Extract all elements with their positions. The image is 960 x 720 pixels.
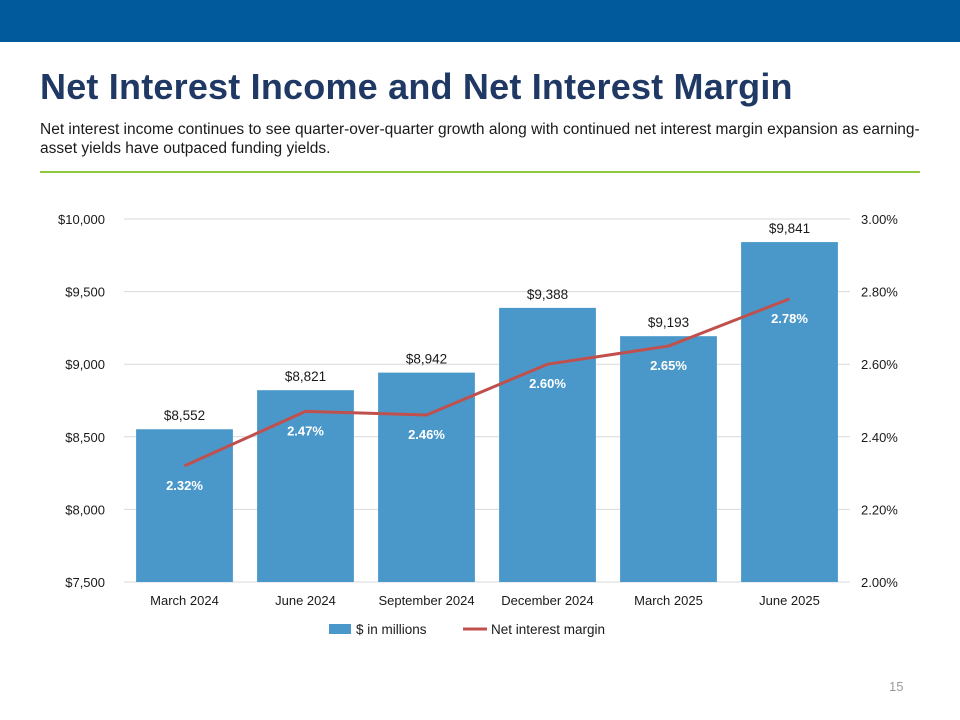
- line-data-label: 2.60%: [529, 376, 566, 391]
- bar-data-label: $8,821: [285, 369, 326, 384]
- line-data-label: 2.78%: [771, 311, 808, 326]
- bar-data-label: $8,552: [164, 408, 205, 423]
- y-left-tick-label: $8,000: [65, 502, 105, 517]
- legend-label-line: Net interest margin: [491, 622, 605, 637]
- y-left-tick-label: $7,500: [65, 575, 105, 590]
- y-right-tick-label: 3.00%: [861, 212, 898, 227]
- y-right-tick-label: 2.20%: [861, 502, 898, 517]
- y-left-tick-label: $10,000: [58, 212, 105, 227]
- bar-data-label: $9,388: [527, 287, 568, 302]
- line-data-label: 2.65%: [650, 358, 687, 373]
- y-left-tick-label: $8,500: [65, 430, 105, 445]
- x-tick-label: March 2024: [150, 593, 219, 608]
- y-right-tick-label: 2.80%: [861, 285, 898, 300]
- x-tick-label: June 2024: [275, 593, 336, 608]
- y-left-tick-label: $9,500: [65, 285, 105, 300]
- header-bar: [0, 0, 960, 42]
- bar-data-label: $9,841: [769, 221, 810, 236]
- nii-nim-chart: $7,500 $8,000 $8,500 $9,000 $9,500 $10,000 2.0…: [58, 212, 898, 637]
- nim-line: [183, 297, 791, 468]
- bar-data-label: $9,193: [648, 315, 689, 330]
- slide-subtitle: Net interest income continues to see qua…: [40, 121, 920, 157]
- x-tick-label: June 2025: [759, 593, 820, 608]
- x-tick-label: September 2024: [378, 593, 474, 608]
- bar: [741, 242, 838, 582]
- bar: [378, 372, 475, 582]
- x-tick-label: December 2024: [501, 593, 594, 608]
- y-right-tick-label: 2.00%: [861, 575, 898, 590]
- y-left-tick-label: $9,000: [65, 357, 105, 372]
- legend-label-bars: $ in millions: [356, 622, 427, 637]
- line-data-label: 2.32%: [166, 478, 203, 493]
- line-data-label: 2.46%: [408, 427, 445, 442]
- slide-title: Net Interest Income and Net Interest Mar…: [40, 66, 793, 107]
- bar: [136, 429, 233, 582]
- y-right-tick-label: 2.40%: [861, 430, 898, 445]
- bar: [499, 307, 596, 582]
- bar-data-label: $8,942: [406, 352, 447, 367]
- bar: [620, 336, 717, 582]
- y-right-tick-label: 2.60%: [861, 357, 898, 372]
- page-number: 15: [889, 679, 904, 694]
- bar: [257, 390, 354, 582]
- legend-swatch-bars: [329, 624, 351, 634]
- x-tick-label: March 2025: [634, 593, 703, 608]
- line-data-label: 2.47%: [287, 423, 324, 438]
- title-divider: [40, 171, 920, 173]
